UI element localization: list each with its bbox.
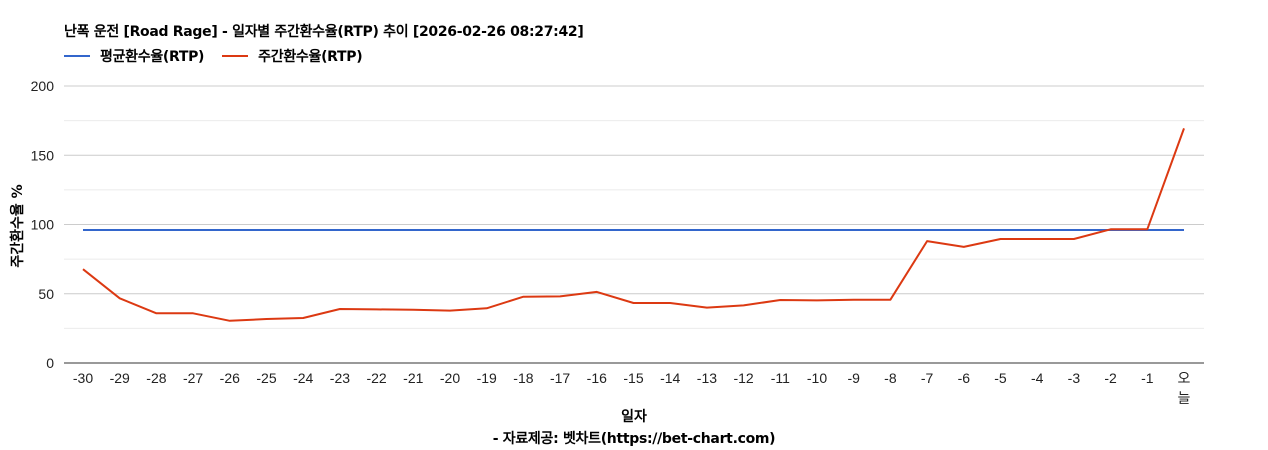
x-tick-label: -28 (146, 370, 166, 386)
legend-swatch-weekly (222, 55, 249, 57)
x-tick-label: -10 (807, 370, 827, 386)
y-axis-label: 주간환수율 % (10, 184, 26, 268)
x-tick-label: -14 (660, 370, 680, 386)
x-tick-label: -26 (220, 370, 240, 386)
legend: 평균환수율(RTP) 주간환수율(RTP) (64, 46, 380, 66)
x-tick-label: -4 (1031, 370, 1044, 386)
x-tick-label: -15 (623, 370, 643, 386)
x-tick-label: -16 (587, 370, 607, 386)
y-tick-label: 150 (31, 147, 55, 163)
legend-item-average[interactable]: 평균환수율(RTP) (64, 46, 204, 66)
x-tick-label: -18 (513, 370, 533, 386)
y-tick-label: 200 (31, 78, 55, 94)
source-credit: - 자료제공: 벳차트(https://bet-chart.com) (492, 431, 776, 447)
x-tick-label: -19 (477, 370, 497, 386)
chart-title: 난폭 운전 [Road Rage] - 일자별 주간환수율(RTP) 추이 [2… (64, 24, 584, 40)
weekly-rtp-line (82, 128, 1185, 322)
x-tick-label: -23 (330, 370, 350, 386)
x-tick-label: -8 (884, 370, 897, 386)
x-tick-label: -6 (958, 370, 971, 386)
x-tick-label: -5 (994, 370, 1007, 386)
y-tick-label: 50 (38, 286, 54, 302)
x-tick-label: -22 (366, 370, 386, 386)
x-tick-label: -24 (293, 370, 313, 386)
legend-label-average: 평균환수율(RTP) (100, 49, 205, 65)
y-tick-label: 100 (31, 217, 55, 233)
legend-swatch-average (64, 55, 90, 57)
x-tick-label: -13 (697, 370, 717, 386)
x-tick-label: -2 (1104, 370, 1117, 386)
x-tick-label: -25 (256, 370, 276, 386)
x-tick-label: -7 (921, 370, 934, 386)
y-tick-label: 0 (46, 355, 54, 371)
x-tick-label: -21 (403, 370, 423, 386)
x-tick-label: -12 (733, 370, 753, 386)
x-tick-label: -11 (771, 370, 790, 386)
x-tick-label: -1 (1141, 370, 1154, 386)
x-tick-label: -17 (550, 370, 570, 386)
x-tick-label: -30 (73, 370, 93, 386)
legend-label-weekly: 주간환수율(RTP) (258, 49, 363, 65)
x-tick-label: -9 (847, 370, 860, 386)
x-tick-label: 오 (1178, 370, 1191, 386)
x-tick-label: -29 (110, 370, 130, 386)
x-axis-label: 일자 (621, 409, 647, 425)
x-tick-label: -20 (440, 370, 460, 386)
legend-item-weekly[interactable]: 주간환수율(RTP) (222, 46, 363, 66)
x-tick-label: 늘 (1178, 390, 1191, 406)
x-tick-label: -3 (1068, 370, 1081, 386)
x-tick-label: -27 (183, 370, 203, 386)
